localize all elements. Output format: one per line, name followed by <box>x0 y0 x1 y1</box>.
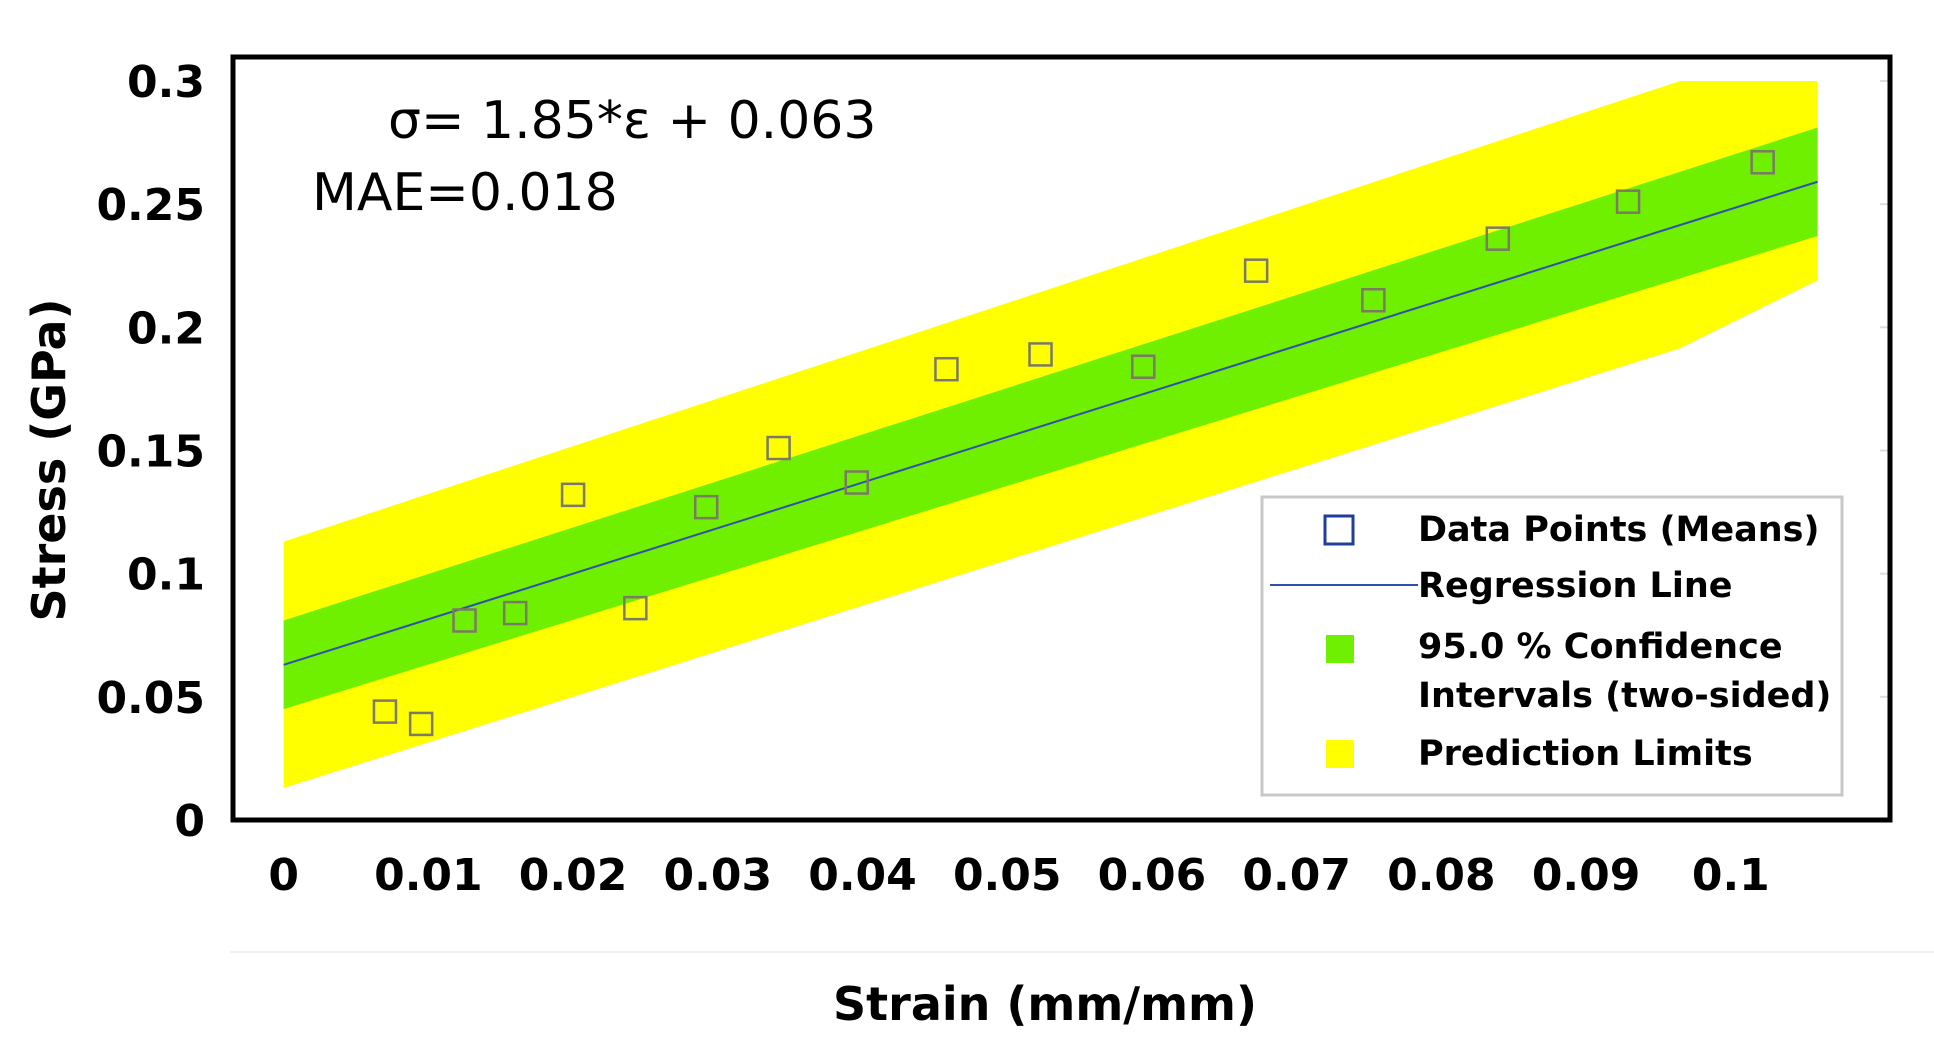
y-tick-label-1: 0.05 <box>96 673 205 724</box>
x-tick-label-0: 0 <box>268 850 299 901</box>
x-tick-label-10: 0.1 <box>1692 850 1770 901</box>
legend-box <box>1260 495 1844 797</box>
x-tick-label-7: 0.07 <box>1242 850 1351 901</box>
x-tick-label-6: 0.06 <box>1098 850 1207 901</box>
legend-swatch-confidence <box>1326 635 1354 663</box>
data-point-7 <box>766 435 791 461</box>
data-point-2 <box>452 608 477 633</box>
data-point-15 <box>1615 189 1641 214</box>
x-tick-label-2: 0.02 <box>519 850 628 901</box>
x-axis-ticks: 0 0.01 0.02 0.03 0.04 0.05 0.06 0.07 0.08 0.09 0.1 <box>268 850 1769 901</box>
regression-line <box>283 180 1818 666</box>
x-tick-label-4: 0.04 <box>808 850 917 901</box>
data-point-6 <box>693 494 719 520</box>
legend-label-confidence-line2: Intervals (two-sided) <box>1418 676 1831 716</box>
legend: Data Points (Means) Regression Line 95.0… <box>1260 495 1844 797</box>
y-axis-title: Stress (GPa) <box>22 298 76 621</box>
x-tick-label-5: 0.05 <box>953 850 1062 901</box>
y-tick-label-5: 0.25 <box>96 180 205 231</box>
data-point-13 <box>1361 287 1386 313</box>
data-point-4 <box>560 482 586 508</box>
data-point-8 <box>844 470 869 495</box>
legend-label-data-points: Data Points (Means) <box>1418 510 1820 550</box>
mae-annotation: MAE=0.018 <box>312 163 618 223</box>
x-tick-label-1: 0.01 <box>374 850 483 901</box>
confidence-interval-band <box>283 127 1818 710</box>
data-point-10 <box>1028 342 1053 367</box>
data-point-5 <box>623 595 648 621</box>
legend-label-confidence-line1: 95.0 % Confidence <box>1418 627 1783 667</box>
plot-frame <box>230 54 1893 823</box>
y-tick-label-6: 0.3 <box>127 57 205 108</box>
regression-equation: σ= 1.85*ε + 0.063 <box>388 91 876 151</box>
y-axis-ticks: 0 0.05 0.1 0.15 0.2 0.25 0.3 <box>96 57 205 847</box>
y-tick-label-0: 0 <box>174 796 205 847</box>
legend-label-prediction: Prediction Limits <box>1418 734 1753 774</box>
data-point-14 <box>1485 226 1511 251</box>
data-point-0 <box>372 699 398 724</box>
plot-content <box>283 80 1890 821</box>
y-tick-label-3: 0.15 <box>96 427 205 478</box>
legend-swatch-prediction <box>1326 740 1354 768</box>
data-point-11 <box>1131 354 1156 379</box>
data-point-1 <box>408 711 434 737</box>
legend-marker-data-points <box>1323 514 1355 546</box>
x-axis-title: Strain (mm/mm) <box>833 977 1257 1031</box>
x-tick-label-9: 0.09 <box>1532 850 1641 901</box>
data-point-9 <box>934 356 959 382</box>
data-point-16 <box>1750 150 1775 175</box>
y-tick-label-2: 0.1 <box>127 550 205 601</box>
data-point-12 <box>1243 258 1269 283</box>
legend-label-regression: Regression Line <box>1418 566 1733 606</box>
y-tick-label-4: 0.2 <box>127 303 205 354</box>
data-point-3 <box>502 600 528 626</box>
x-tick-label-3: 0.03 <box>664 850 773 901</box>
x-tick-label-8: 0.08 <box>1387 850 1496 901</box>
